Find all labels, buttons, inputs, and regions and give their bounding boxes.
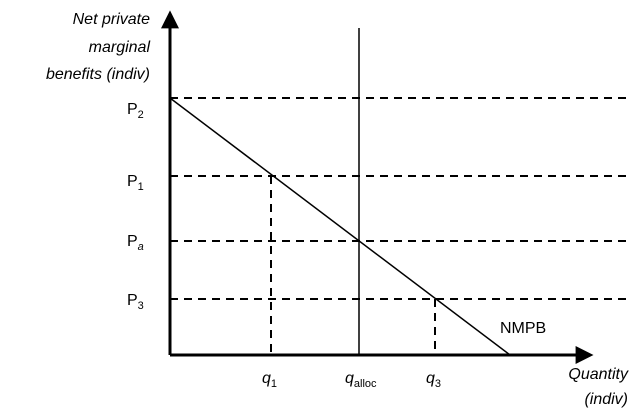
- price-label-p2: P2: [127, 101, 144, 121]
- quantity-label-qalloc: qalloc: [345, 370, 377, 390]
- nmpb-curve-label: NMPB: [500, 320, 546, 337]
- y-axis-title-line1: Net private: [73, 11, 150, 28]
- x-axis-title-line1: Quantity: [568, 366, 629, 383]
- quantity-label-q3: q3: [426, 370, 441, 390]
- price-label-p3: P3: [127, 292, 144, 312]
- quantity-label-q1: q1: [262, 370, 277, 390]
- y-axis-title-line2: marginal: [89, 39, 151, 56]
- y-axis-title-line3: benefits (indiv): [46, 66, 150, 83]
- price-label-p1: P1: [127, 173, 144, 193]
- price-label-pa: Pa: [127, 233, 144, 253]
- nmpb-curve: [169, 97, 511, 356]
- x-axis-title-line2: (indiv): [584, 391, 628, 408]
